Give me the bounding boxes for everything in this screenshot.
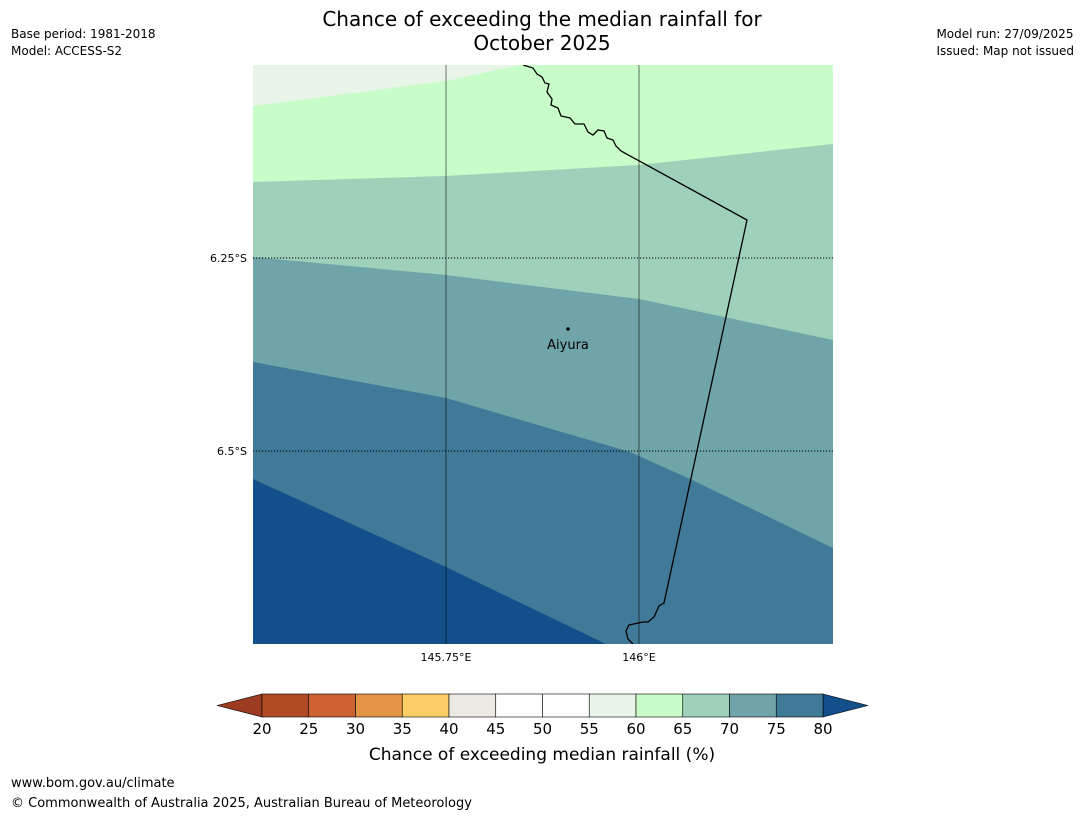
colorbar-segment-65-70 (682, 693, 730, 718)
colorbar-tick-25: 25 (299, 720, 318, 738)
colorbar-segment-40-45 (448, 693, 497, 718)
colorbar-segment-50-55 (542, 693, 590, 718)
lat-label-6-25: 6.25°S (210, 252, 247, 265)
colorbar-segment-25-30 (308, 693, 356, 718)
colorbar-segment-60-65 (635, 693, 684, 718)
colorbar-above-arrow (822, 693, 869, 718)
aiyura-point (566, 327, 570, 331)
footer-copyright: © Commonwealth of Australia 2025, Austra… (11, 796, 472, 811)
aiyura-label: Aiyura (547, 338, 589, 353)
colorbar-segment-35-40 (401, 693, 450, 718)
colorbar-tick-80: 80 (813, 720, 832, 738)
zone-55-60 (253, 65, 520, 106)
base-period: Base period: 1981-2018 (11, 27, 156, 41)
colorbar-tick-20: 20 (252, 720, 271, 738)
colorbar-segment-30-35 (355, 693, 403, 718)
footer: www.bom.gov.au/climate © Commonwealth of… (11, 774, 472, 814)
title-line-1: Chance of exceeding the median rainfall … (322, 7, 762, 31)
colorbar-tick-55: 55 (580, 720, 599, 738)
model-name: Model: ACCESS-S2 (11, 44, 123, 58)
colorbar-tick-30: 30 (346, 720, 365, 738)
lon-label-145-75: 145.75°E (421, 651, 472, 664)
map-panel (253, 65, 833, 644)
colorbar: 20 25 30 35 40 45 50 55 60 65 70 75 80 (216, 693, 869, 738)
province-border (522, 65, 748, 644)
colorbar-below-arrow (216, 693, 263, 718)
meta-left: Base period: 1981-2018 Model: ACCESS-S2 (11, 26, 156, 60)
colorbar-tick-45: 45 (486, 720, 505, 738)
colorbar-tick-40: 40 (439, 720, 458, 738)
colorbar-tick-60: 60 (626, 720, 645, 738)
colorbar-segment-70-75 (729, 693, 777, 718)
colorbar-tick-65: 65 (673, 720, 692, 738)
colorbar-segment-75-80 (775, 693, 824, 718)
zone-60-65 (253, 65, 833, 182)
colorbar-tick-75: 75 (767, 720, 786, 738)
issued-status: Issued: Map not issued (936, 44, 1074, 58)
colorbar-segment-20-25 (261, 693, 310, 718)
map-title: Chance of exceeding the median rainfall … (292, 7, 792, 55)
lon-label-146: 146°E (622, 651, 655, 664)
meta-right: Model run: 27/09/2025 Issued: Map not is… (936, 26, 1074, 60)
model-run: Model run: 27/09/2025 (936, 27, 1074, 41)
colorbar-title: Chance of exceeding median rainfall (%) (368, 745, 716, 765)
colorbar-tick-50: 50 (533, 720, 552, 738)
colorbar-tick-35: 35 (393, 720, 412, 738)
colorbar-segment-55-60 (588, 693, 637, 718)
colorbar-tick-70: 70 (720, 720, 739, 738)
lat-label-6-5: 6.5°S (217, 445, 247, 458)
aiyura-marker: Aiyura (547, 327, 589, 353)
colorbar-segment-45-50 (495, 693, 543, 718)
title-line-2: October 2025 (473, 31, 611, 55)
footer-url: www.bom.gov.au/climate (11, 776, 175, 791)
